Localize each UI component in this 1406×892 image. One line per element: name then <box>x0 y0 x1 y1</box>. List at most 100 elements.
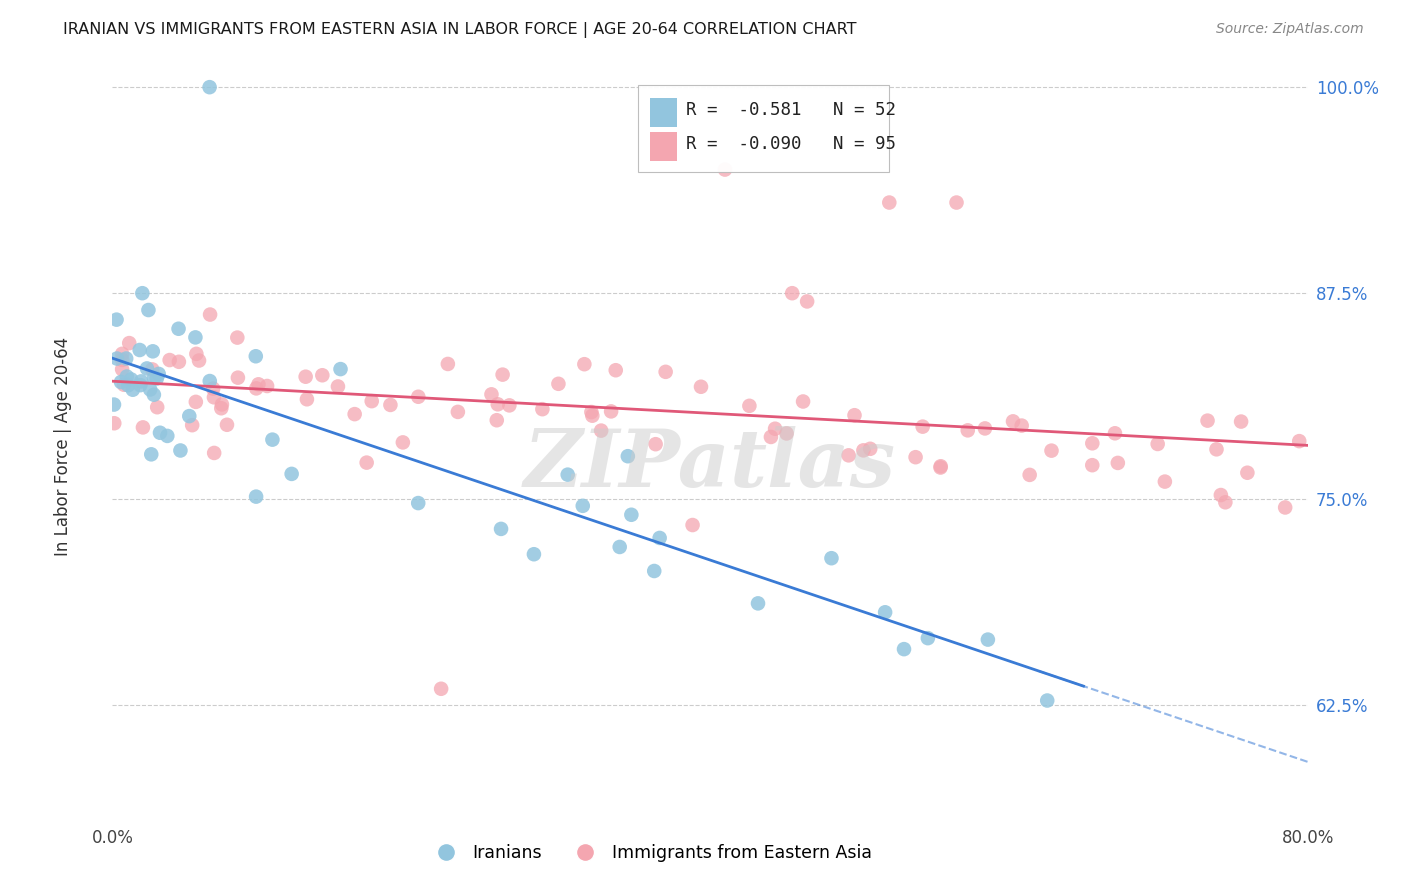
Point <box>226 370 249 384</box>
Point <box>489 522 512 536</box>
Point <box>1104 426 1126 441</box>
Point <box>557 467 579 482</box>
Point <box>262 433 284 447</box>
Point <box>591 424 613 438</box>
Text: IRANIAN VS IMMIGRANTS FROM EASTERN ASIA IN LABOR FORCE | AGE 20-64 CORRELATION C: IRANIAN VS IMMIGRANTS FROM EASTERN ASIA … <box>63 22 856 38</box>
Point <box>132 420 155 434</box>
Point <box>198 80 221 95</box>
Point <box>747 596 769 610</box>
Point <box>523 547 546 561</box>
Point <box>245 490 267 504</box>
Point <box>356 456 378 470</box>
Point <box>110 375 132 389</box>
Point <box>184 395 207 409</box>
Point <box>156 429 179 443</box>
Point <box>844 408 866 422</box>
Bar <box>638 85 890 172</box>
Point <box>245 381 267 395</box>
Point <box>481 387 503 401</box>
Point <box>1001 414 1024 428</box>
Point <box>796 294 818 309</box>
Point <box>1018 467 1040 482</box>
Point <box>763 422 786 436</box>
Point <box>780 286 803 301</box>
Point <box>859 442 882 456</box>
Point <box>202 382 225 396</box>
Point <box>498 398 520 412</box>
Point <box>143 371 166 385</box>
Point <box>852 443 875 458</box>
Point <box>600 404 623 418</box>
Bar <box>651 98 676 127</box>
Point <box>167 322 190 336</box>
Point <box>547 376 569 391</box>
Point <box>392 435 415 450</box>
Point <box>775 426 797 441</box>
Point <box>181 418 204 433</box>
Point <box>1274 500 1296 515</box>
Point <box>343 407 366 421</box>
Point <box>179 409 201 423</box>
Point <box>1288 434 1310 449</box>
Point <box>115 369 138 384</box>
Text: R =  -0.090   N = 95: R = -0.090 N = 95 <box>686 136 896 153</box>
Point <box>129 378 152 392</box>
Point <box>198 374 221 388</box>
Point <box>605 363 627 377</box>
Point <box>1153 475 1175 489</box>
Point <box>105 351 128 366</box>
Point <box>311 368 333 383</box>
Point <box>1011 418 1033 433</box>
Point <box>904 450 927 465</box>
Point <box>581 405 603 419</box>
Point <box>1146 437 1168 451</box>
Point <box>169 443 191 458</box>
Point <box>1036 693 1059 707</box>
Point <box>485 413 508 427</box>
Point <box>138 303 160 318</box>
Point <box>211 397 233 411</box>
Point <box>486 397 509 411</box>
Point <box>326 379 349 393</box>
Text: In Labor Force | Age 20-64: In Labor Force | Age 20-64 <box>55 336 72 556</box>
Point <box>136 361 159 376</box>
Point <box>491 368 513 382</box>
Point <box>911 419 934 434</box>
Point <box>188 353 211 368</box>
Text: Source: ZipAtlas.com: Source: ZipAtlas.com <box>1216 22 1364 37</box>
Point <box>256 379 278 393</box>
Point <box>792 394 814 409</box>
Point <box>406 496 429 510</box>
Point <box>956 423 979 437</box>
Point <box>142 388 165 402</box>
Point <box>149 425 172 440</box>
Point <box>167 355 190 369</box>
Point <box>574 357 596 371</box>
Point <box>1081 436 1104 450</box>
Point <box>1205 442 1227 457</box>
Point <box>430 681 453 696</box>
Point <box>644 437 666 451</box>
Point <box>1230 415 1253 429</box>
Point <box>280 467 302 481</box>
Point <box>141 447 163 461</box>
Point <box>380 398 402 412</box>
Text: R =  -0.581   N = 52: R = -0.581 N = 52 <box>686 101 896 120</box>
Point <box>714 162 737 177</box>
Point <box>654 365 676 379</box>
Point <box>145 371 167 385</box>
Point <box>609 540 631 554</box>
Point <box>929 459 952 474</box>
Point <box>1215 495 1237 509</box>
Point <box>209 401 232 416</box>
Point <box>1197 414 1219 428</box>
Point <box>581 409 603 423</box>
Point <box>142 344 165 359</box>
Point <box>121 383 143 397</box>
Point <box>893 642 915 657</box>
Point <box>1236 466 1258 480</box>
Point <box>329 362 352 376</box>
Point <box>103 398 125 412</box>
Point <box>128 343 150 357</box>
Point <box>1107 456 1129 470</box>
